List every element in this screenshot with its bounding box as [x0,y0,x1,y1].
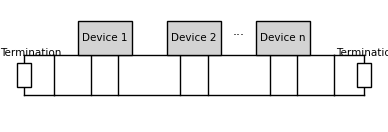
Text: Termination: Termination [0,48,61,58]
Text: Device 1: Device 1 [82,33,128,43]
Bar [256,21,310,55]
Bar [17,63,31,87]
Bar [78,21,132,55]
Text: ...: ... [233,25,244,38]
Bar [167,21,221,55]
Bar [357,63,371,87]
Text: Device n: Device n [260,33,306,43]
Text: Device 2: Device 2 [171,33,217,43]
Text: Termination: Termination [336,48,388,58]
